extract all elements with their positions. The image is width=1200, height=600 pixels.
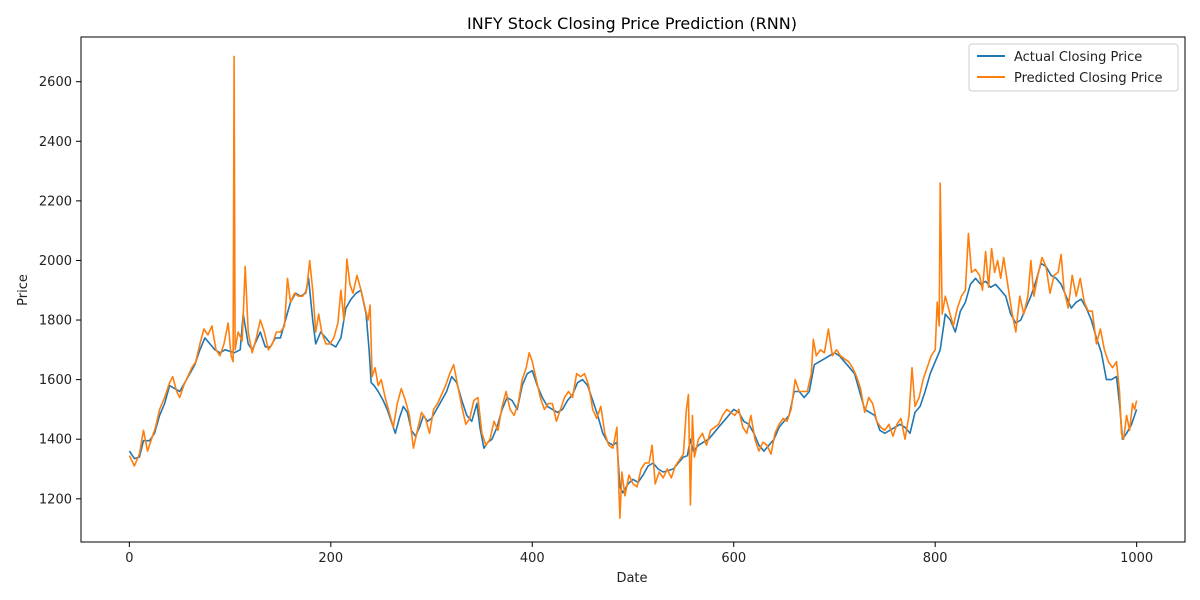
- legend: Actual Closing Price Predicted Closing P…: [968, 43, 1179, 92]
- series-line-actual: [128, 262, 1138, 494]
- legend-box: [968, 43, 1179, 92]
- plot-area: [80, 36, 1186, 543]
- x-axis: 0 200 400 600 800 1000: [125, 542, 1153, 566]
- x-axis-label: Date: [616, 571, 647, 586]
- x-tick-label: 800: [923, 551, 948, 566]
- y-tick-label: 1600: [39, 373, 72, 388]
- series-layer: [128, 55, 1138, 520]
- y-axis: 1200 1400 1600 1800 2000 2200 2400 2600: [39, 75, 81, 507]
- x-tick-label: 1000: [1120, 551, 1153, 566]
- y-tick-label: 2000: [39, 254, 72, 269]
- y-tick-label: 1400: [39, 433, 72, 448]
- y-axis-label: Price: [16, 274, 31, 306]
- legend-label-actual: Actual Closing Price: [1014, 50, 1142, 65]
- y-tick-label: 2400: [39, 135, 72, 150]
- legend-label-predicted: Predicted Closing Price: [1014, 71, 1163, 86]
- series-line-predicted: [128, 55, 1138, 520]
- y-tick-label: 1800: [39, 314, 72, 329]
- x-tick-label: 0: [125, 551, 133, 566]
- y-tick-label: 2200: [39, 194, 72, 209]
- y-tick-label: 2600: [39, 75, 72, 90]
- x-tick-label: 600: [721, 551, 746, 566]
- x-tick-label: 400: [520, 551, 545, 566]
- chart-title: INFY Stock Closing Price Prediction (RNN…: [467, 14, 797, 33]
- x-tick-label: 200: [318, 551, 343, 566]
- y-tick-label: 1200: [39, 492, 72, 507]
